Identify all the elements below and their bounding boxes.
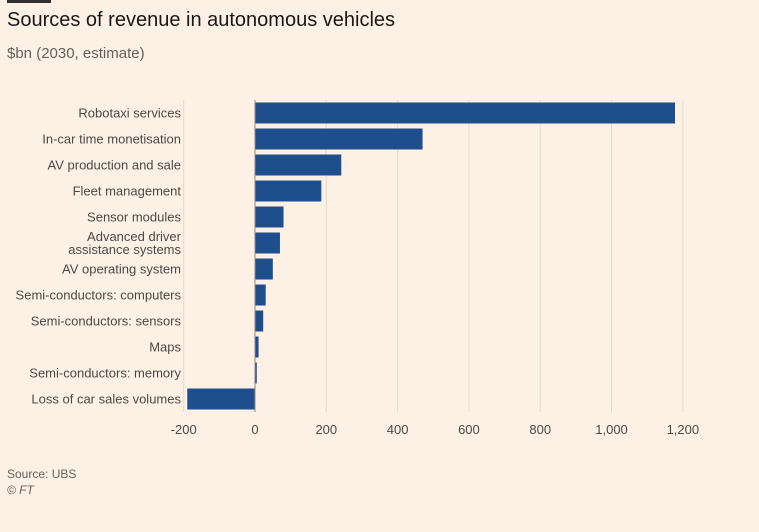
bar — [187, 388, 255, 410]
source-note: Source: UBS — [7, 467, 77, 481]
category-label: Robotaxi services — [78, 106, 181, 121]
category-label: Fleet management — [73, 184, 182, 199]
gridlines — [183, 100, 684, 412]
x-tick-label: 400 — [387, 422, 409, 437]
bar — [255, 232, 280, 254]
bar — [255, 284, 266, 306]
category-label: AV production and sale — [48, 158, 181, 173]
category-label: Semi-conductors: sensors — [31, 314, 182, 329]
copyright-note: © FT — [7, 483, 34, 497]
bar — [255, 362, 257, 384]
category-label: Advanced driver — [87, 229, 182, 244]
bar — [255, 206, 284, 228]
category-label: Maps — [149, 340, 181, 355]
bar-chart: Robotaxi services In-car time monetisatio… — [16, 100, 699, 437]
chart-title: Sources of revenue in autonomous vehicle… — [7, 9, 396, 31]
x-tick-label: 1,200 — [667, 422, 700, 437]
x-tick-label: 200 — [315, 422, 337, 437]
bar — [255, 154, 342, 176]
category-label: assistance systems — [68, 242, 181, 257]
category-label: Semi-conductors: memory — [29, 366, 181, 381]
x-axis-ticks: -200 0 200 400 600 800 1,000 1,200 — [171, 422, 699, 437]
bar — [255, 128, 423, 150]
category-label: Semi-conductors: computers — [16, 288, 182, 303]
x-tick-label: 800 — [529, 422, 551, 437]
bar — [255, 180, 322, 202]
bar — [255, 336, 259, 358]
category-label: Loss of car sales volumes — [31, 392, 181, 407]
bar — [255, 258, 273, 280]
category-labels: Robotaxi services In-car time monetisatio… — [16, 106, 182, 407]
bars — [187, 102, 675, 410]
x-tick-label: -200 — [171, 422, 197, 437]
top-rule — [7, 0, 51, 3]
bar — [255, 102, 675, 124]
x-tick-label: 0 — [251, 422, 258, 437]
x-tick-label: 600 — [458, 422, 480, 437]
chart-subtitle: $bn (2030, estimate) — [7, 45, 145, 62]
category-label: Sensor modules — [87, 210, 181, 225]
category-label: AV operating system — [62, 262, 181, 277]
category-label: In-car time monetisation — [42, 132, 181, 147]
x-tick-label: 1,000 — [595, 422, 628, 437]
bar — [255, 310, 264, 332]
